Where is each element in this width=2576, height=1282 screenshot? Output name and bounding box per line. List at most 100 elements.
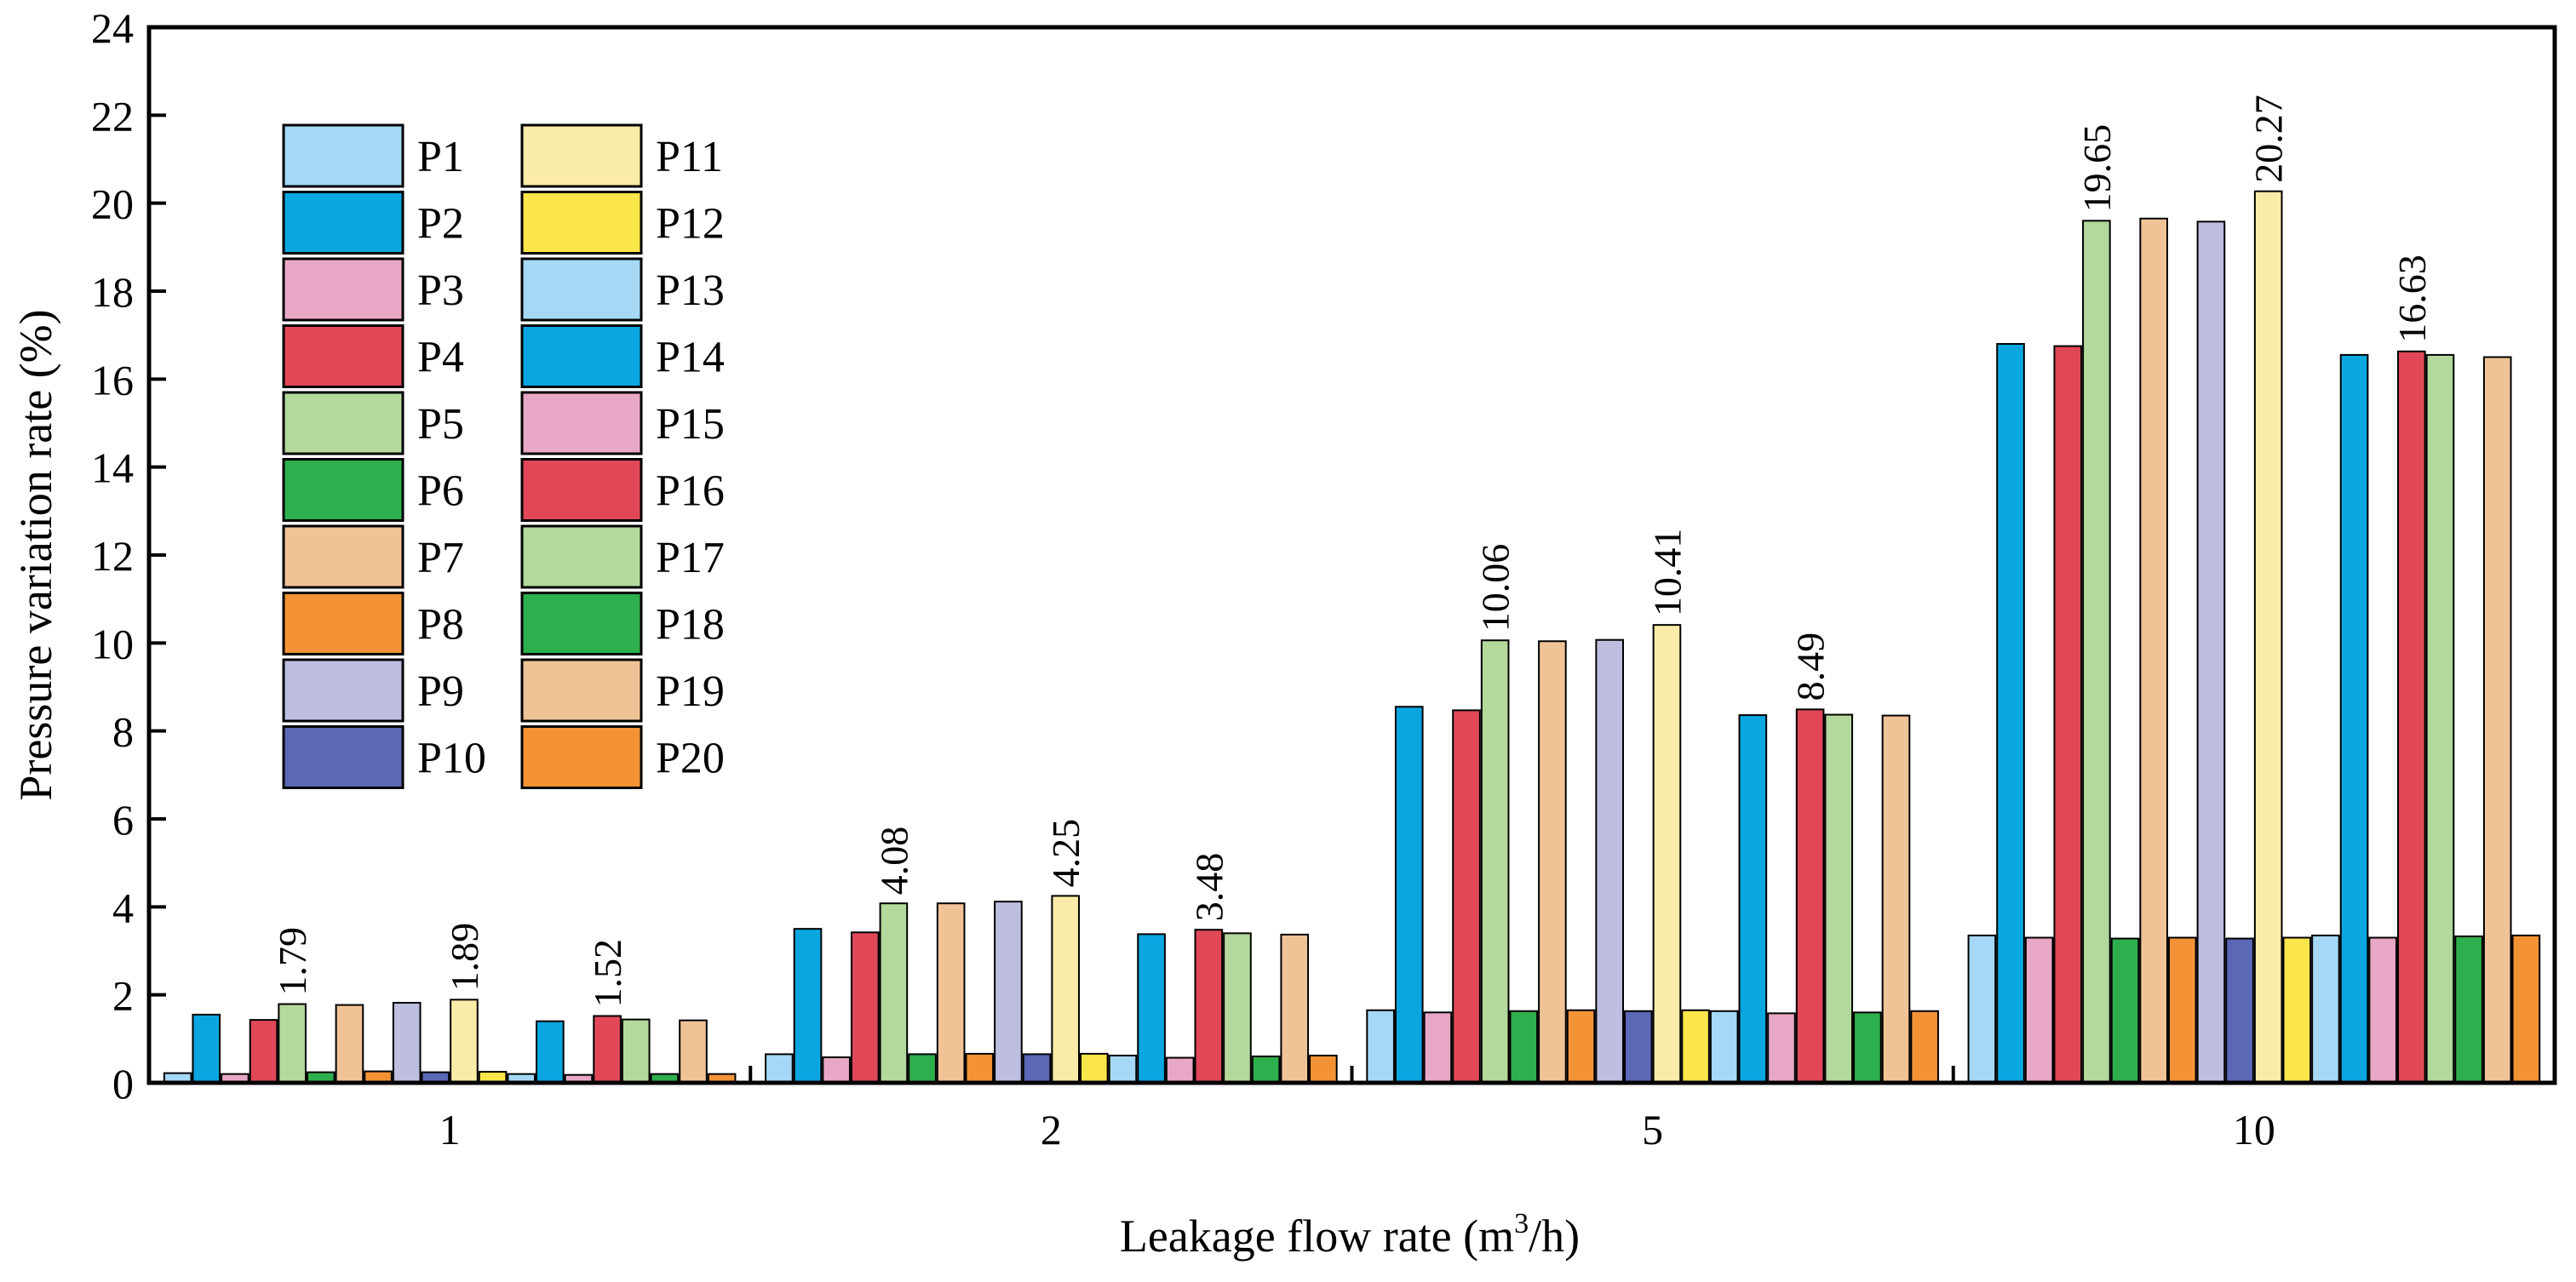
bar-p5-cat-10 [2082, 220, 2111, 1085]
y-tick-label: 12 [91, 532, 134, 580]
data-label: 10.06 [1474, 544, 1517, 632]
y-tick-label: 14 [91, 444, 134, 492]
bar-p18-cat-2 [1251, 1056, 1281, 1084]
data-label: 1.52 [586, 939, 629, 1008]
x-axis-label-tail: /h) [1529, 1210, 1580, 1262]
data-label: 20.27 [2247, 94, 2291, 183]
legend-swatch-p10 [282, 725, 404, 789]
x-tick-label: 5 [1642, 1106, 1663, 1153]
y-tick-label: 24 [91, 4, 134, 52]
x-axis-label: Leakage flow rate (m3/h) [1120, 1208, 1580, 1262]
bar-p4-cat-1 [249, 1019, 278, 1085]
bar-p13-cat-5 [1709, 1010, 1739, 1084]
bar-p2-cat-2 [793, 928, 823, 1084]
x-tick-label: 1 [439, 1106, 461, 1153]
legend-label: P7 [417, 534, 464, 582]
y-axis-label: Pressure variation rate (%) [10, 309, 61, 800]
bar-p11-cat-5 [1652, 624, 1682, 1084]
legend-label: P2 [417, 200, 464, 249]
bar-p20-cat-5 [1910, 1010, 1939, 1084]
bar-p20-cat-2 [1309, 1054, 1338, 1085]
x-tick-label: 2 [1041, 1106, 1062, 1153]
bar-p12-cat-2 [1080, 1052, 1109, 1085]
y-tick-label: 18 [91, 268, 134, 316]
legend-label: P20 [656, 735, 725, 783]
bar-p17-cat-2 [1223, 932, 1252, 1085]
legend-swatch-p16 [520, 458, 643, 522]
legend-swatch-p15 [520, 391, 643, 455]
y-tick-label: 6 [112, 796, 134, 844]
data-label: 4.08 [872, 827, 915, 896]
bar-p13-cat-10 [2311, 934, 2340, 1084]
legend-swatch-p3 [282, 257, 404, 322]
bar-p20-cat-10 [2511, 934, 2541, 1084]
data-label: 10.41 [1645, 529, 1689, 617]
y-tick-label: 22 [91, 92, 134, 140]
bar-p5-cat-2 [879, 902, 909, 1084]
bar-p15-cat-10 [2368, 936, 2398, 1084]
legend-swatch-p9 [282, 658, 404, 723]
legend-label: P3 [417, 266, 464, 315]
bar-p16-cat-5 [1795, 708, 1825, 1084]
bar-p15-cat-5 [1767, 1012, 1796, 1085]
bar-p1-cat-10 [1967, 934, 1997, 1084]
legend-swatch-p20 [520, 725, 643, 789]
legend-label: P6 [417, 467, 464, 516]
x-tick-label: 10 [2233, 1106, 2275, 1153]
bar-p4-cat-10 [2053, 345, 2083, 1085]
bar-p17-cat-10 [2425, 353, 2455, 1084]
data-label: 3.48 [1187, 853, 1231, 922]
plot-marks: 1.79 1.89 1.52 4.08 4.25 3.48 10.06 10.41 8.49 19… [163, 94, 2541, 1085]
legend-label: P11 [656, 133, 723, 181]
legend-label: P14 [656, 334, 725, 382]
bar-p8-cat-2 [965, 1052, 995, 1085]
legend-label: P13 [656, 266, 725, 315]
y-tick-label: 10 [91, 620, 134, 667]
legend-swatch-p17 [520, 524, 643, 589]
bar-p12-cat-10 [2282, 936, 2312, 1084]
legend-swatch-p1 [282, 123, 404, 188]
bar-p19-cat-10 [2482, 356, 2512, 1084]
bar-p17-cat-5 [1824, 713, 1854, 1084]
bar-p18-cat-5 [1853, 1011, 1882, 1085]
bar-p19-cat-1 [679, 1019, 708, 1084]
bar-p6-cat-2 [908, 1053, 937, 1084]
data-label: 4.25 [1044, 819, 1087, 888]
legend-swatch-p14 [520, 324, 643, 388]
bar-p3-cat-2 [822, 1056, 851, 1084]
data-label: 19.65 [2075, 124, 2119, 213]
x-axis-label-superscript: 3 [1514, 1208, 1529, 1239]
legend-swatch-p11 [520, 123, 643, 188]
legend-label: P16 [656, 467, 725, 516]
bar-p2-cat-5 [1394, 706, 1424, 1084]
bar-p14-cat-1 [536, 1020, 565, 1084]
bar-p15-cat-2 [1165, 1056, 1195, 1085]
x-axis-label-main: Leakage flow rate (m [1120, 1210, 1514, 1262]
bar-p16-cat-1 [593, 1015, 622, 1085]
bar-p7-cat-5 [1538, 640, 1567, 1084]
bar-p1-cat-2 [765, 1053, 794, 1084]
legend-swatch-p13 [520, 257, 643, 322]
legend-swatch-p8 [282, 592, 404, 655]
data-label: 8.49 [1789, 632, 1833, 701]
data-label: 1.89 [443, 923, 486, 992]
bar-p11-cat-2 [1051, 895, 1081, 1084]
legend-label: P19 [656, 667, 725, 716]
bar-p8-cat-10 [2167, 936, 2197, 1084]
legend-label: P18 [656, 601, 725, 650]
bar-p4-cat-2 [850, 931, 880, 1085]
legend-swatch-p4 [282, 324, 404, 388]
bar-p14-cat-5 [1738, 714, 1768, 1084]
bar-p2-cat-10 [1996, 343, 2025, 1084]
bar-p14-cat-10 [2339, 353, 2369, 1084]
legend-label: P1 [417, 133, 464, 181]
legend-label: P5 [417, 400, 464, 449]
y-tick-label: 8 [112, 708, 134, 756]
legend-swatch-p6 [282, 458, 404, 522]
bar-p7-cat-2 [936, 902, 966, 1084]
y-tick-label: 0 [112, 1060, 134, 1107]
data-label: 1.79 [271, 927, 314, 996]
legend-label: P4 [417, 334, 464, 382]
